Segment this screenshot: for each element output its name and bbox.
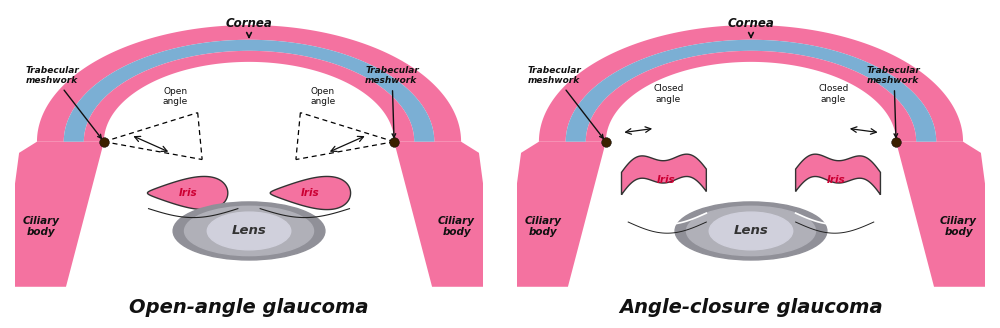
Ellipse shape: [185, 206, 314, 256]
Ellipse shape: [709, 212, 793, 250]
Text: Lens: Lens: [232, 224, 266, 237]
Text: Cornea: Cornea: [728, 17, 774, 37]
Polygon shape: [84, 51, 414, 142]
Ellipse shape: [686, 206, 815, 256]
Polygon shape: [622, 154, 706, 195]
Polygon shape: [517, 3, 985, 325]
Polygon shape: [566, 40, 936, 142]
Text: Open
angle: Open angle: [310, 87, 335, 106]
Text: Cornea: Cornea: [226, 17, 272, 37]
Polygon shape: [104, 62, 394, 325]
Polygon shape: [586, 51, 916, 142]
Text: Iris: Iris: [178, 188, 197, 198]
Text: Ciliary
body: Ciliary body: [525, 216, 562, 237]
Polygon shape: [37, 25, 461, 142]
Text: Open-angle glaucoma: Open-angle glaucoma: [129, 298, 369, 317]
Text: Angle-closure glaucoma: Angle-closure glaucoma: [619, 298, 883, 317]
Polygon shape: [15, 142, 104, 287]
Text: Open
angle: Open angle: [163, 87, 188, 106]
Polygon shape: [539, 25, 963, 142]
Text: Closed
angle: Closed angle: [818, 84, 849, 104]
Text: Trabecular
meshwork: Trabecular meshwork: [365, 66, 419, 137]
Polygon shape: [147, 176, 228, 210]
Text: Iris: Iris: [657, 174, 675, 185]
Text: Closed
angle: Closed angle: [653, 84, 684, 104]
Polygon shape: [896, 142, 985, 287]
Text: Trabecular
meshwork: Trabecular meshwork: [867, 66, 921, 137]
Text: Ciliary
body: Ciliary body: [23, 216, 60, 237]
Text: Trabecular
meshwork: Trabecular meshwork: [528, 66, 603, 138]
Text: Ciliary
body: Ciliary body: [940, 216, 977, 237]
Text: Lens: Lens: [734, 224, 768, 237]
Polygon shape: [270, 176, 351, 210]
Ellipse shape: [207, 212, 291, 250]
Ellipse shape: [675, 202, 827, 260]
Text: Iris: Iris: [826, 174, 845, 185]
Text: Ciliary
body: Ciliary body: [438, 216, 475, 237]
Polygon shape: [64, 40, 434, 142]
Polygon shape: [796, 154, 880, 195]
Polygon shape: [15, 3, 483, 325]
Polygon shape: [606, 62, 896, 325]
Text: Iris: Iris: [301, 188, 320, 198]
Ellipse shape: [173, 202, 325, 260]
Polygon shape: [517, 142, 606, 287]
Polygon shape: [394, 142, 483, 287]
Text: Trabecular
meshwork: Trabecular meshwork: [26, 66, 101, 138]
